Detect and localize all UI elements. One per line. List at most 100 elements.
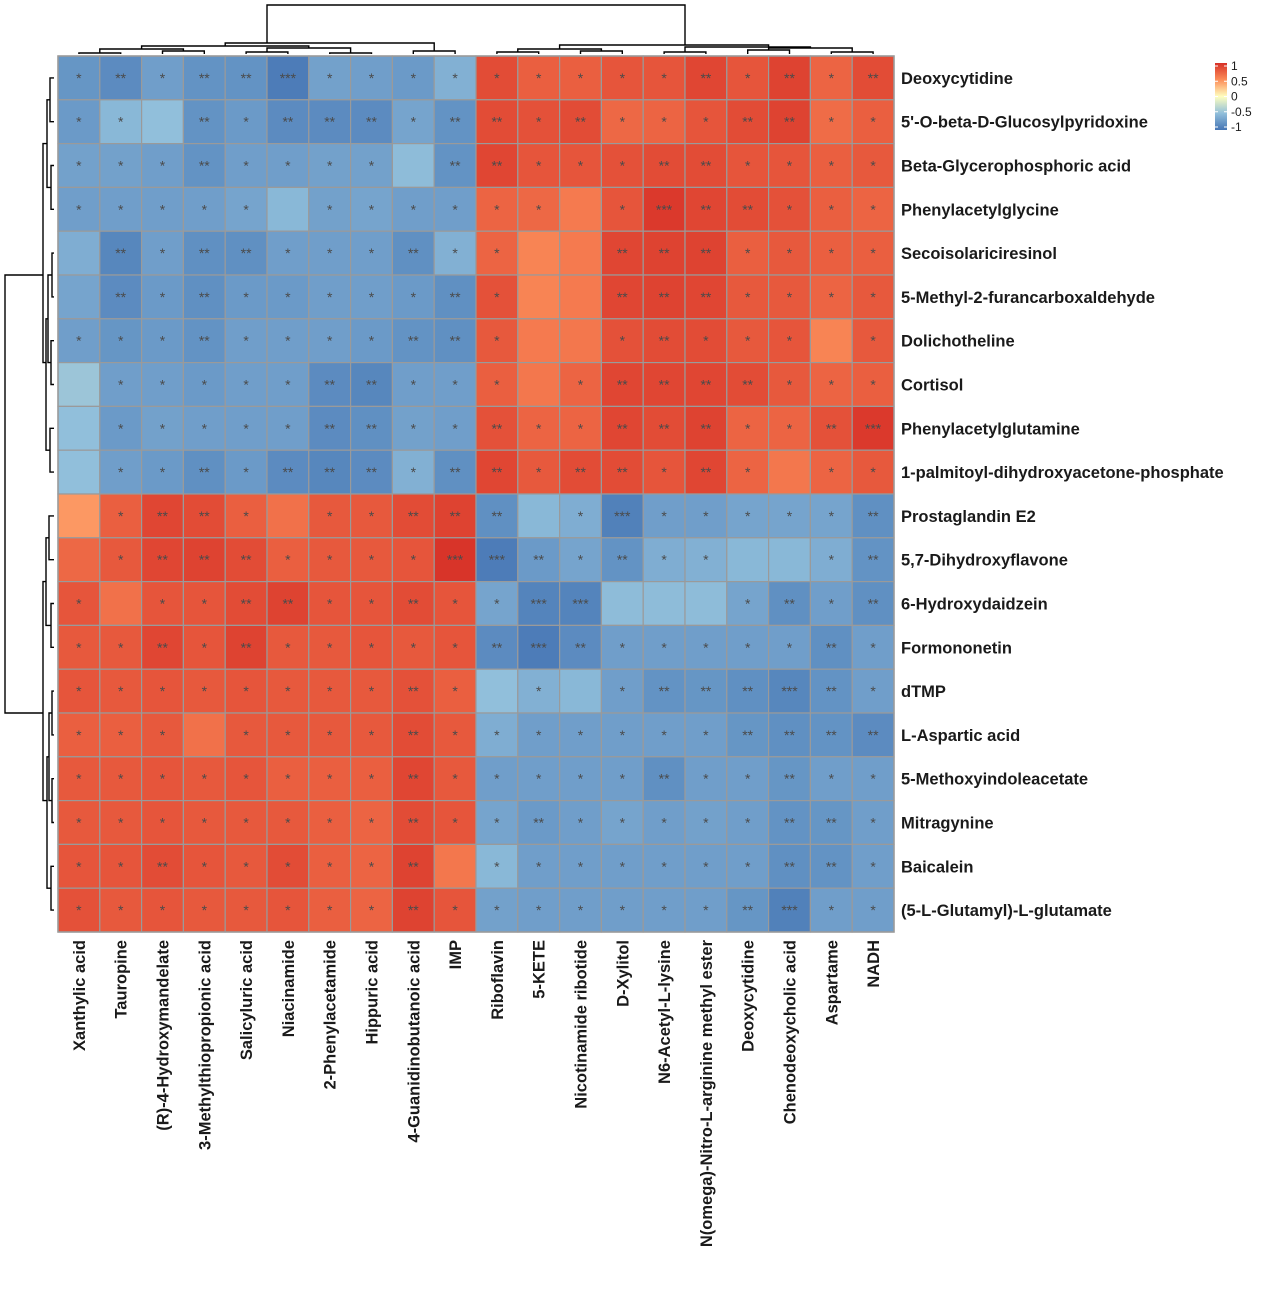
heatmap-cell — [809, 186, 853, 232]
significance-marker: * — [870, 377, 876, 393]
dendrogram-branch — [245, 51, 289, 54]
significance-marker: ** — [617, 245, 628, 261]
heatmap-cell — [809, 756, 853, 802]
heatmap-cell — [726, 449, 770, 495]
significance-marker: ** — [659, 333, 670, 349]
significance-marker: * — [745, 289, 751, 305]
heatmap-cell — [433, 274, 477, 320]
significance-marker: ** — [575, 464, 586, 480]
significance-marker: * — [536, 158, 542, 174]
significance-marker: ** — [659, 771, 670, 787]
heatmap-cell — [809, 624, 853, 670]
heatmap-cell — [350, 99, 394, 145]
significance-marker: ** — [700, 683, 711, 699]
significance-marker: * — [160, 333, 166, 349]
significance-marker: * — [369, 289, 375, 305]
significance-marker: * — [411, 464, 417, 480]
significance-marker: * — [870, 333, 876, 349]
significance-marker: ** — [157, 639, 168, 655]
heatmap-cell — [558, 449, 602, 495]
significance-marker: * — [369, 771, 375, 787]
row-label: Mitragynine — [901, 815, 994, 833]
heatmap-cell — [558, 580, 602, 626]
significance-marker: * — [870, 771, 876, 787]
heatmap-cell — [726, 405, 770, 451]
heatmap-cell — [224, 537, 268, 583]
significance-marker: * — [76, 333, 82, 349]
heatmap-cell — [558, 756, 602, 802]
column-label: IMP — [447, 940, 465, 969]
significance-marker: * — [76, 815, 82, 831]
significance-marker: * — [411, 70, 417, 86]
significance-marker: * — [620, 639, 626, 655]
heatmap-cell — [558, 537, 602, 583]
heatmap-cell — [600, 55, 644, 101]
significance-marker: * — [787, 201, 793, 217]
significance-marker: * — [578, 158, 584, 174]
significance-marker: * — [620, 683, 626, 699]
heatmap-cell — [767, 537, 811, 583]
heatmap-cell — [57, 449, 101, 495]
heatmap-cell — [726, 580, 770, 626]
heatmap-cell — [851, 624, 895, 670]
significance-marker: ** — [700, 464, 711, 480]
significance-marker: ** — [408, 902, 419, 918]
significance-marker: * — [745, 639, 751, 655]
significance-marker: * — [202, 858, 208, 874]
significance-marker: * — [243, 333, 249, 349]
row-label: dTMP — [901, 683, 946, 701]
significance-marker: * — [870, 683, 876, 699]
significance-marker: * — [661, 70, 667, 86]
significance-marker: * — [578, 377, 584, 393]
significance-marker: ** — [408, 771, 419, 787]
significance-marker: * — [703, 639, 709, 655]
significance-marker: * — [578, 508, 584, 524]
significance-marker: * — [160, 683, 166, 699]
significance-marker: ** — [659, 245, 670, 261]
significance-marker: * — [787, 377, 793, 393]
significance-marker: * — [160, 464, 166, 480]
heatmap-cell — [726, 537, 770, 583]
significance-marker: * — [661, 639, 667, 655]
heatmap-cell — [57, 405, 101, 451]
heatmap-cell — [433, 712, 477, 758]
significance-marker: * — [285, 902, 291, 918]
significance-marker: ** — [408, 333, 419, 349]
heatmap-cell — [475, 405, 519, 451]
significance-marker: * — [745, 420, 751, 436]
significance-marker: * — [870, 858, 876, 874]
heatmap-cell — [600, 362, 644, 408]
significance-marker: * — [787, 333, 793, 349]
significance-marker: ** — [742, 683, 753, 699]
significance-marker: * — [160, 727, 166, 743]
significance-marker: ** — [700, 245, 711, 261]
significance-marker: * — [829, 508, 835, 524]
dendrogram-branch — [51, 690, 54, 736]
heatmap-cell — [99, 186, 143, 232]
significance-marker: ** — [742, 377, 753, 393]
heatmap-cells — [57, 55, 895, 933]
significance-marker: * — [745, 815, 751, 831]
row-label: Formononetin — [901, 639, 1012, 657]
significance-marker: * — [411, 639, 417, 655]
significance-marker: * — [452, 201, 458, 217]
significance-marker: * — [285, 377, 291, 393]
significance-marker: * — [202, 377, 208, 393]
significance-marker: * — [536, 70, 542, 86]
heatmap-cell — [433, 449, 477, 495]
heatmap-cell — [391, 186, 435, 232]
heatmap-cell — [558, 186, 602, 232]
significance-marker: ** — [199, 464, 210, 480]
row-label: 5-Methoxyindoleacetate — [901, 771, 1088, 789]
significance-marker: * — [76, 70, 82, 86]
significance-marker: * — [452, 420, 458, 436]
significance-marker: * — [327, 333, 333, 349]
significance-marker: *** — [531, 639, 548, 655]
significance-marker: ** — [115, 245, 126, 261]
significance-marker: * — [411, 552, 417, 568]
heatmap-cell — [517, 55, 561, 101]
significance-marker: ** — [784, 815, 795, 831]
significance-marker: * — [76, 639, 82, 655]
significance-marker: * — [369, 201, 375, 217]
significance-marker: * — [202, 771, 208, 787]
